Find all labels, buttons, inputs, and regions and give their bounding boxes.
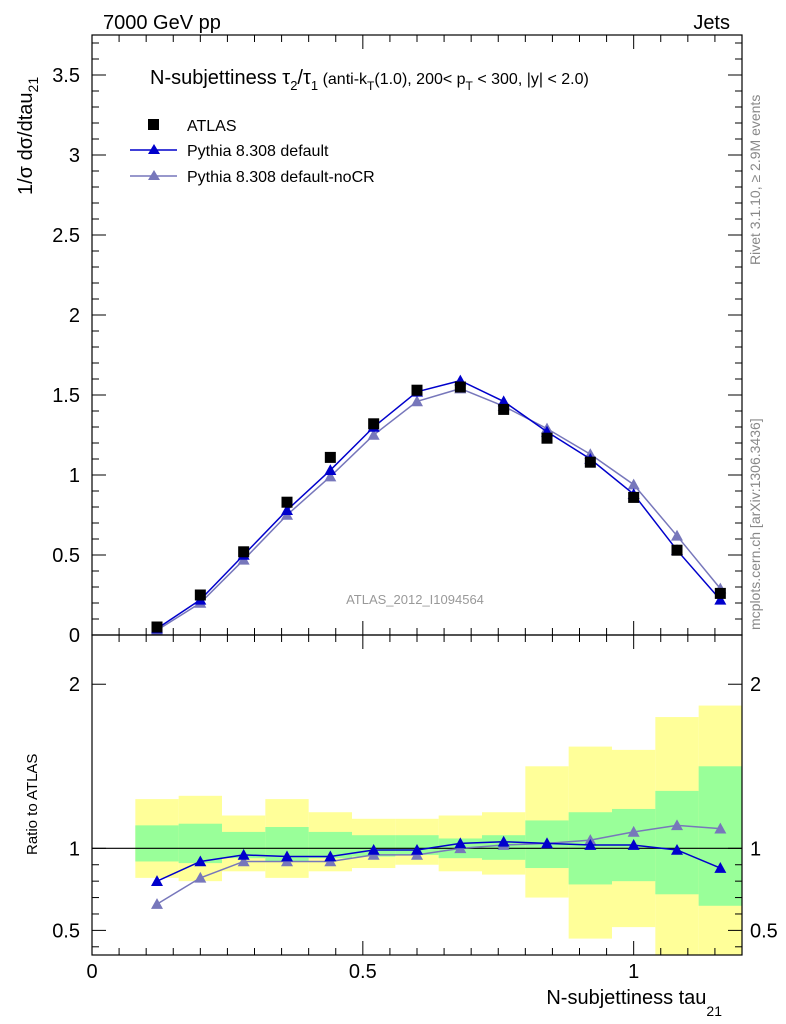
ratio-line-default [156,841,721,882]
ratio-point-default [454,837,467,849]
main-ylabel: 1/σ dσ/dtau21 [15,77,41,195]
legend: ATLAS Pythia 8.308 default Pythia 8.308 … [130,118,375,186]
point-default [497,395,510,407]
ratio-y-tick-label: 1 [69,838,80,860]
ratio-point-default [497,835,510,847]
ratio-point-default [411,843,423,855]
ratio-y-tick-label-right: 0.5 [750,920,778,942]
point-default [714,593,727,605]
point-atlas [281,496,293,508]
ratio-y-tick-label-right: 2 [750,674,761,696]
point-atlas [541,432,553,444]
main-plot: 0 0.5 1 1.5 2 2.5 3 3.5 [52,35,743,647]
main-title: N-subjettiness τ2/τ1 (anti-kT(1.0), 200<… [150,67,589,93]
point-atlas [584,456,596,468]
ratio-point-default [367,843,380,855]
ratio-y-tick-label: 2 [69,674,80,696]
legend-marker-atlas [148,119,159,130]
y-tick-label: 0.5 [52,545,80,567]
ratio-point-default [194,855,207,867]
y-tick-label: 2 [69,305,80,327]
ratio-point-nocr [627,825,640,837]
ratio-point-default [324,850,337,862]
point-atlas [238,546,250,558]
ratio-plot: 0 0.5 1 0.5 0.5 1 1 2 2 [52,635,778,983]
ratio-frame [91,634,743,956]
series-line-nocr [156,387,721,631]
legend-label-atlas: ATLAS [187,118,237,135]
y-tick-label: 1.5 [52,385,80,407]
x-tick-label: 0.5 [349,961,377,983]
ratio-point-nocr [151,898,163,909]
y-tick-label: 1 [69,465,80,487]
ratio-point-nocr [671,819,683,831]
ratio-point-nocr [714,822,727,834]
point-nocr [324,470,337,482]
point-nocr [411,395,423,407]
point-nocr [367,429,380,440]
point-default [324,464,337,475]
ratio-point-default [151,875,163,886]
legend-label-default: Pythia 8.308 default [187,143,329,160]
point-atlas [454,381,466,393]
ratio-point-nocr [237,855,250,867]
y-tick-label: 0 [69,625,80,647]
point-nocr [671,529,683,541]
point-nocr [627,478,640,490]
point-atlas [498,403,510,415]
y-tick-label: 3 [69,145,80,167]
legend-marker-nocr [148,170,160,180]
legend-marker-default [148,144,160,154]
point-atlas [151,621,163,633]
point-atlas [368,418,380,430]
y-tick-label: 3.5 [52,65,80,87]
series-line-default [156,379,721,630]
ratio-point-default [541,837,553,849]
ratio-point-default [627,839,640,850]
ratio-line-nocr [156,824,721,905]
ratio-y-tick-label-right: 1 [750,838,761,860]
xlabel: N-subjettiness tau21 [546,987,722,1019]
mcplots-label: mcplots.cern.ch [arXiv:1306.3436] [747,418,763,630]
ratio-ylabel: Ratio to ATLAS [24,754,41,855]
y-tick-label: 2.5 [52,225,80,247]
point-atlas [628,491,640,503]
rivet-label: Rivet 3.1.10, ≥ 2.9M events [747,95,763,265]
x-tick-label: 0 [86,961,97,983]
analysis-watermark: ATLAS_2012_I1094564 [346,592,484,607]
point-atlas [671,544,683,556]
point-atlas [714,587,726,599]
x-tick-label: 1 [628,961,639,983]
ratio-point-default [584,839,597,850]
ratio-point-default [237,848,250,860]
ratio-point-nocr [194,871,207,883]
ratio-band-inner [655,790,699,895]
point-atlas [411,384,423,396]
header-right: Jets [693,12,730,34]
ratio-band-inner [135,825,179,862]
ratio-point-default [281,850,293,862]
point-atlas [324,451,336,463]
ratio-band-inner [698,766,742,906]
legend-label-nocr: Pythia 8.308 default-noCR [187,169,375,186]
ratio-point-default [714,862,727,873]
point-atlas [194,589,206,601]
header-left: 7000 GeV pp [103,12,221,34]
ratio-point-default [671,843,683,855]
point-default [281,504,293,515]
ratio-y-tick-label: 0.5 [52,920,80,942]
